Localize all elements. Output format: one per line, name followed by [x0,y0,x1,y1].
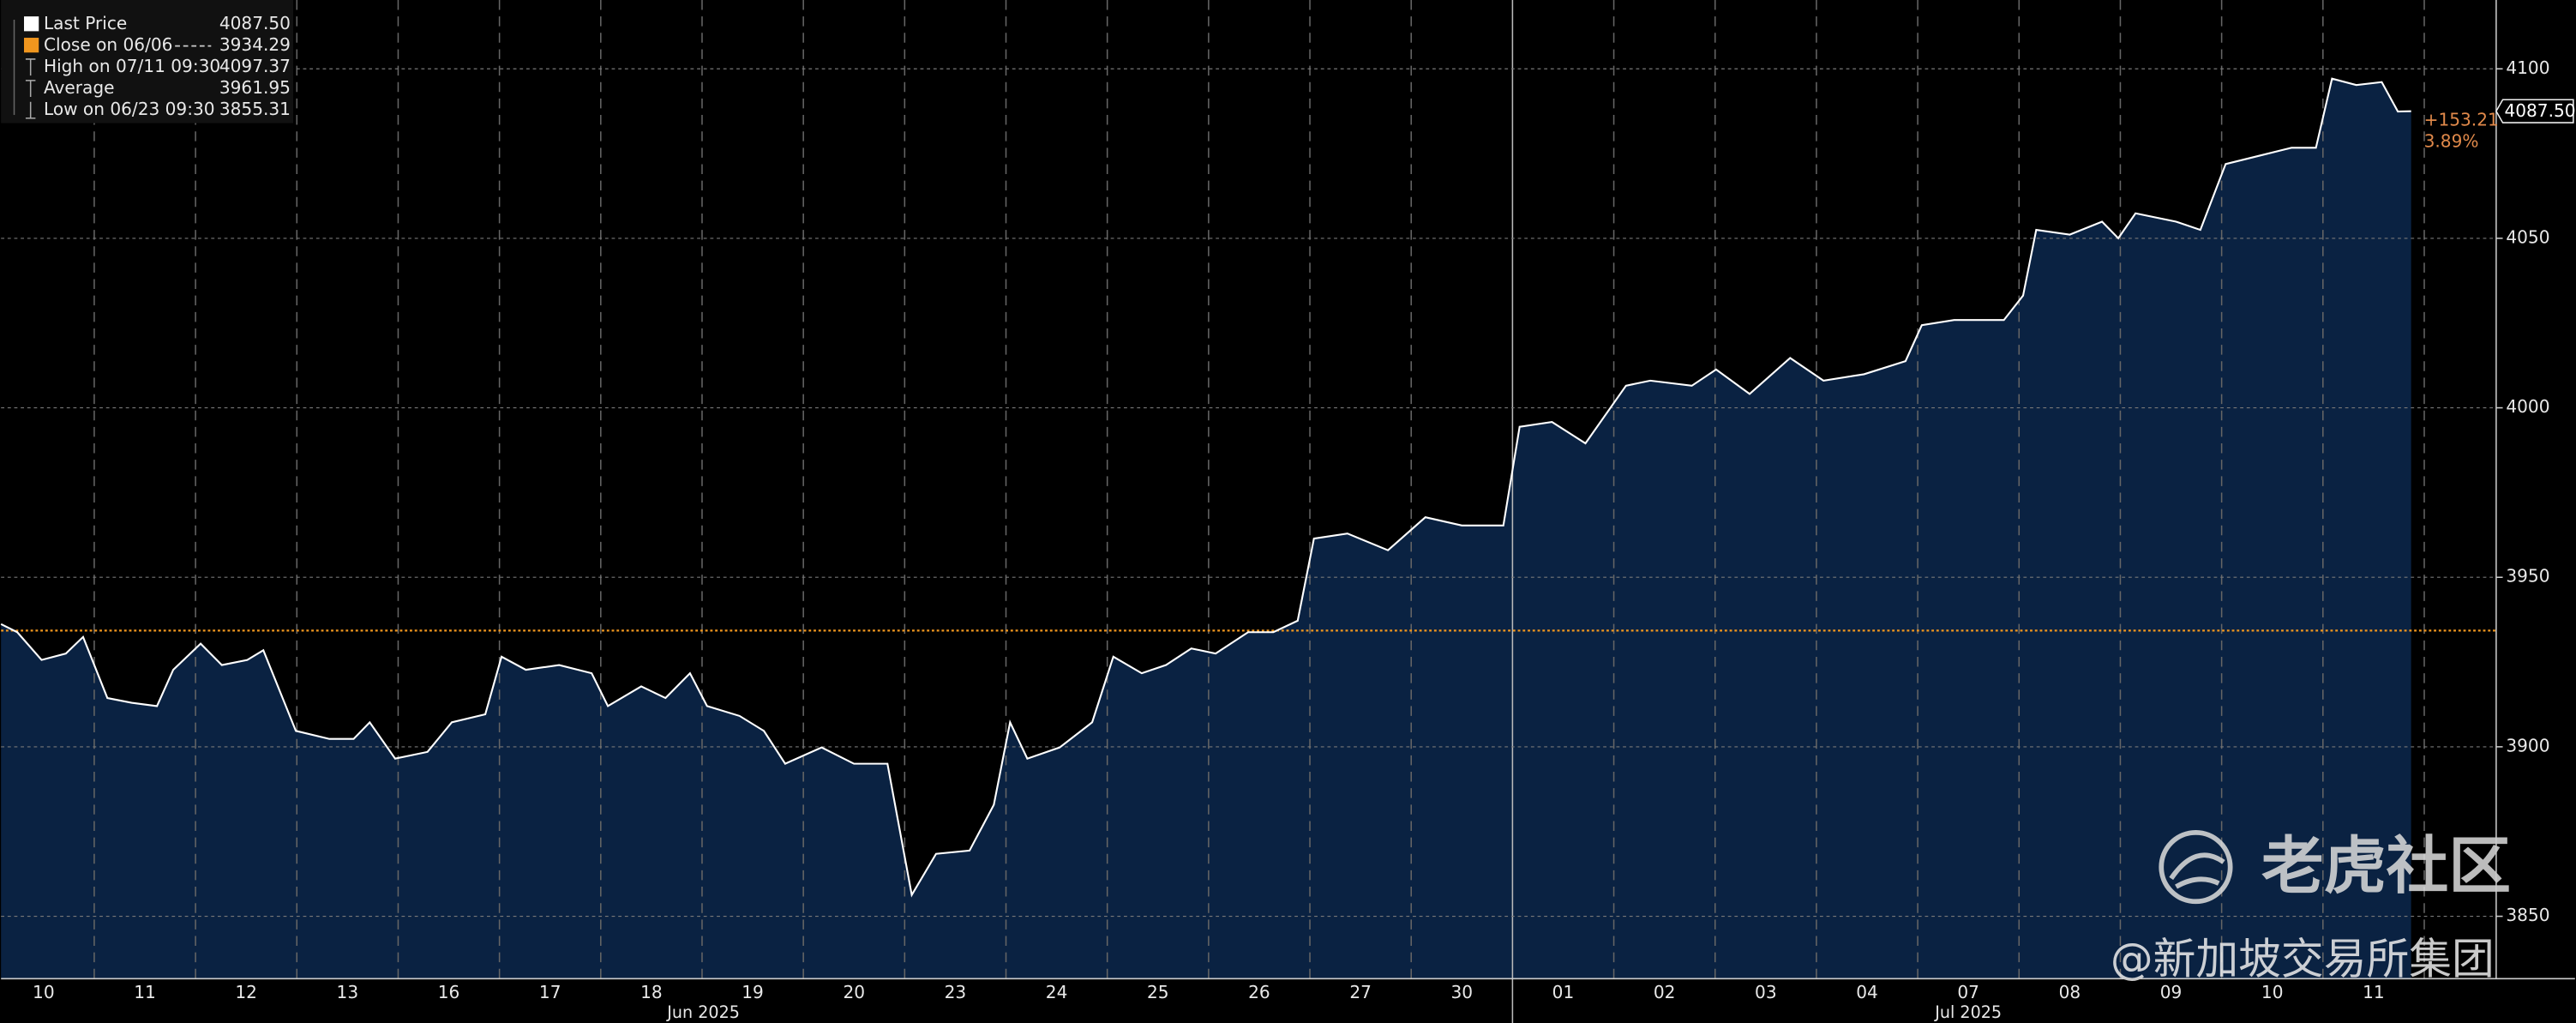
y-tick-label: 4000 [2506,396,2549,417]
watermark: 老虎社区 @新加坡交易所集团 [2111,830,2511,984]
x-tick-label: 17 [539,982,561,1002]
x-tick-label: 13 [337,982,359,1002]
change-value: +153.21 [2424,110,2499,130]
x-tick-label: 20 [843,982,865,1002]
x-tick-label: 19 [742,982,764,1002]
y-tick-label: 3900 [2506,735,2549,755]
legend-name: High on 07/11 09:30 [44,56,220,76]
x-tick-label: 02 [1654,982,1676,1002]
legend-value: 3855.31 [219,99,291,119]
x-tick-label: 10 [2261,982,2284,1002]
x-tick-label: 11 [134,982,156,1002]
area-fill [1,78,2411,979]
x-tick-label: 07 [1957,982,1979,1002]
x-tick-label: 08 [2059,982,2081,1002]
legend-icon [25,80,36,97]
x-tick-label: 25 [1147,982,1169,1002]
legend-value: 3934.29 [219,34,291,55]
x-tick-label: 24 [1046,982,1068,1002]
x-tick-label: 23 [945,982,967,1002]
legend-value: 4097.37 [219,56,291,76]
last-price-label: 4087.50 [2504,100,2575,121]
y-tick-label: 3950 [2506,566,2549,587]
legend-name: Low on 06/23 09:30 [44,99,215,119]
x-tick-label: 12 [235,982,257,1002]
legend-value: 3961.95 [219,77,291,98]
y-tick-label: 3850 [2506,905,2549,925]
month-label: Jul 2025 [1934,1002,2002,1022]
watermark-icon [2159,829,2233,905]
x-tick-label: 18 [640,982,663,1002]
plot-area [0,0,2496,1023]
legend-swatch [24,16,39,32]
change-percent: 3.89% [2424,131,2479,152]
watermark-source: @新加坡交易所集团 [2111,935,2495,984]
x-tick-label: 09 [2160,982,2183,1002]
month-label: Jun 2025 [666,1002,740,1022]
legend-icon [25,58,36,76]
watermark-brand: 老虎社区 [2261,830,2511,903]
x-tick-label: 27 [1349,982,1372,1002]
watermark-icon [2169,852,2225,889]
y-tick-label: 4100 [2506,57,2549,78]
legend-icon [25,101,36,119]
legend-swatch [24,38,39,53]
price-line [0,77,2411,898]
legend: Last Price 4087.50 Close on 06/06 3934.29Hi… [1,0,294,123]
legend-value: 4087.50 [219,13,291,33]
x-tick-label: 10 [33,982,55,1002]
last-price-tag [2495,99,2574,123]
legend-box [1,0,294,123]
legend-name: Last Price [44,13,127,33]
legend-name: Close on 06/06 [44,34,172,55]
legend-name: Average [44,77,115,98]
y-tick-label: 4050 [2506,226,2549,247]
x-tick-label: 01 [1552,982,1575,1002]
x-tick-label: 04 [1856,982,1878,1002]
x-tick-label: 30 [1451,982,1474,1002]
x-tick-label: 03 [1755,982,1777,1002]
x-tick-label: 26 [1248,982,1270,1002]
x-tick-label: 16 [438,982,460,1002]
x-tick-label: 11 [2363,982,2385,1002]
